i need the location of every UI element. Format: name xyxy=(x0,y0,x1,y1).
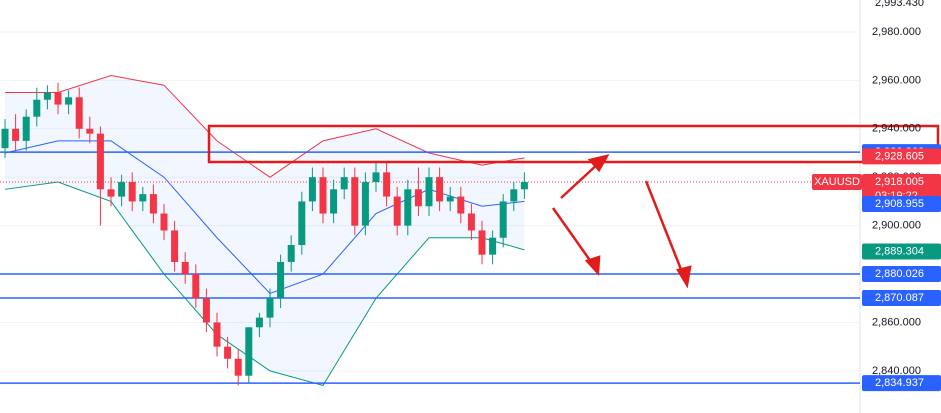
price-label-box xyxy=(862,148,941,165)
price-label: 2,834.937 xyxy=(875,377,924,389)
price-label: 2,918.005 xyxy=(875,176,924,188)
arrow-up xyxy=(560,161,601,199)
candle-body xyxy=(277,261,285,299)
highlight-box xyxy=(207,124,940,164)
price-label: 2,993.430 xyxy=(875,0,924,9)
symbol-label: XAUUSD xyxy=(814,176,860,188)
candle-body xyxy=(499,201,507,238)
candle-body xyxy=(171,230,179,262)
candle-body xyxy=(457,196,465,214)
candle-body xyxy=(319,177,327,214)
band-line xyxy=(5,75,525,178)
candle-body xyxy=(510,189,518,202)
candle-body xyxy=(266,298,274,318)
candle-body xyxy=(33,99,41,117)
y-tick-label: 2,840.000 xyxy=(872,365,921,377)
candle-body xyxy=(372,172,380,183)
price-label: 2,870.087 xyxy=(875,292,924,304)
candle-body xyxy=(330,189,338,214)
price-label: 2,889.304 xyxy=(875,245,924,257)
candle-body xyxy=(351,177,359,226)
candle-body xyxy=(446,196,454,202)
symbol-box xyxy=(812,174,862,191)
candle-body xyxy=(298,201,306,245)
candle-body xyxy=(340,177,348,190)
candle-body xyxy=(75,97,83,129)
candle-body xyxy=(118,182,126,197)
price-label: 2,880.026 xyxy=(875,268,924,280)
candle-body xyxy=(245,327,253,376)
candle-body xyxy=(107,189,115,197)
candle-body xyxy=(86,128,94,134)
candle-body xyxy=(478,230,486,255)
candle-body xyxy=(255,317,263,328)
candle-body xyxy=(383,172,391,197)
candle-body xyxy=(287,244,295,262)
candle-body xyxy=(12,128,20,141)
candle-body xyxy=(520,182,528,190)
candle-body xyxy=(308,177,316,202)
arrow-head xyxy=(676,265,692,289)
candle-body xyxy=(202,298,210,323)
price-label: 2,928.605 xyxy=(875,150,924,162)
arrow-down xyxy=(551,207,596,267)
band-fill xyxy=(5,75,525,386)
candle-body xyxy=(213,322,221,347)
candle-body xyxy=(224,346,232,359)
candle-body xyxy=(192,274,200,299)
price-label-box xyxy=(862,195,941,212)
price-label-box xyxy=(862,265,941,282)
arrows xyxy=(551,154,692,289)
candle-body xyxy=(139,194,147,202)
y-tick-label: 2,960.000 xyxy=(872,74,921,86)
band-line xyxy=(4,181,525,386)
candle-body xyxy=(234,358,242,376)
candle-body xyxy=(65,97,73,105)
candle-body xyxy=(436,177,444,202)
y-tick-label: 2,980.000 xyxy=(872,26,921,38)
candle-body xyxy=(43,92,51,100)
candle-body xyxy=(489,237,497,255)
y-tick-label: 2,860.000 xyxy=(872,316,921,328)
candle-body xyxy=(54,92,62,105)
arrow-down xyxy=(644,180,686,278)
candle-body xyxy=(414,189,422,207)
candle-body xyxy=(361,182,369,226)
candle-body xyxy=(467,213,475,231)
candle-body xyxy=(1,128,9,149)
candle-body xyxy=(181,261,189,275)
candle-body xyxy=(393,196,401,226)
candle-body xyxy=(404,189,412,226)
y-tick-label: 2,900.000 xyxy=(872,220,921,232)
price-label-box xyxy=(862,375,941,392)
candle-body xyxy=(96,133,104,190)
candle-body xyxy=(128,182,136,202)
candle-body xyxy=(149,194,157,214)
candle-body xyxy=(425,177,433,207)
price-label: 2,908.955 xyxy=(875,198,924,210)
price-label-box xyxy=(862,290,941,307)
arrow-head xyxy=(584,255,601,277)
candle-body xyxy=(22,116,30,141)
arrow-head xyxy=(587,154,610,173)
candle-body xyxy=(160,213,168,231)
y-tick-label: 2,940.000 xyxy=(872,123,921,135)
price-label-box xyxy=(862,243,941,260)
